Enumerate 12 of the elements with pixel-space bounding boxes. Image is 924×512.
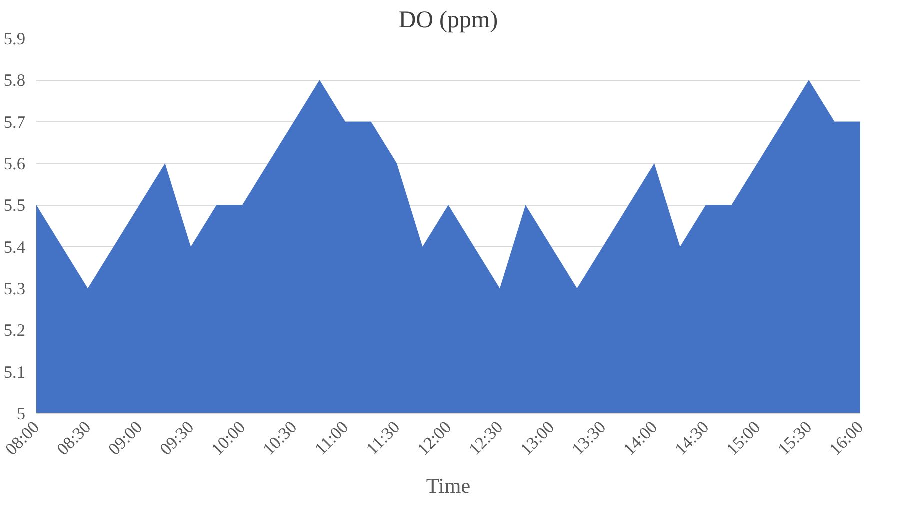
y-tick-label: 5: [16, 404, 26, 424]
y-tick-label: 5.8: [4, 71, 26, 90]
y-tick-label: 5.7: [4, 112, 26, 132]
y-tick-label: 5.3: [4, 280, 26, 298]
y-tick-label: 5.1: [4, 362, 26, 382]
x-axis-title: Time: [426, 474, 471, 498]
y-tick-label: 5.9: [4, 30, 26, 48]
y-tick-label: 5.5: [4, 196, 26, 216]
y-tick-label: 5.4: [4, 238, 26, 257]
chart-title: DO (ppm): [398, 8, 498, 34]
y-tick-label: 5.2: [4, 321, 26, 340]
y-tick-label: 5.6: [4, 154, 26, 174]
